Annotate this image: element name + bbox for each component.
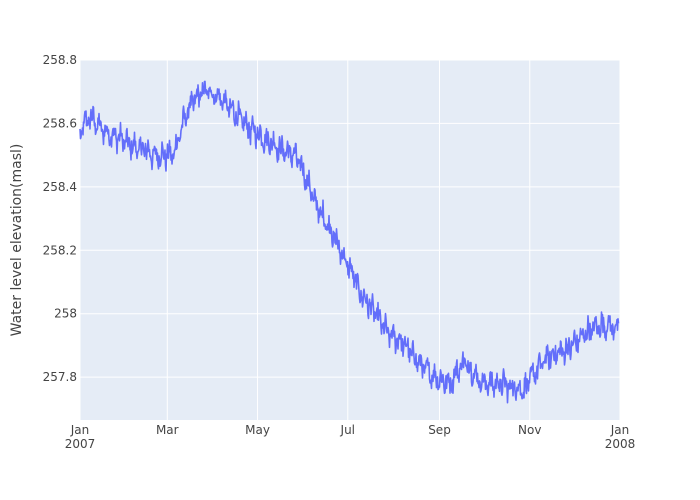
gridlines bbox=[79, 59, 621, 420]
x-tick-year-label: 2007 bbox=[65, 437, 96, 451]
x-tick-label: Jan bbox=[610, 423, 630, 437]
y-tick-label: 258.8 bbox=[43, 53, 77, 67]
x-tick-label: Jan bbox=[70, 423, 90, 437]
y-axis-title: Water level elevation(masl) bbox=[9, 144, 25, 337]
x-tick-label: Mar bbox=[156, 423, 179, 437]
x-tick-label: May bbox=[245, 423, 270, 437]
x-tick-label: Jul bbox=[340, 423, 355, 437]
y-axis-ticks: 257.8 258 258.2 258.4 258.6 258.8 bbox=[43, 53, 77, 384]
y-tick-label: 258 bbox=[54, 307, 77, 321]
y-tick-label: 258.4 bbox=[43, 180, 77, 194]
y-tick-label: 258.2 bbox=[43, 243, 77, 257]
x-tick-label: Nov bbox=[518, 423, 541, 437]
y-tick-label: 257.8 bbox=[43, 370, 77, 384]
series-line bbox=[79, 80, 620, 404]
x-tick-label: Sep bbox=[428, 423, 451, 437]
plot-background bbox=[80, 60, 620, 420]
x-tick-year-label: 2008 bbox=[605, 437, 636, 451]
y-tick-label: 258.6 bbox=[43, 116, 77, 130]
